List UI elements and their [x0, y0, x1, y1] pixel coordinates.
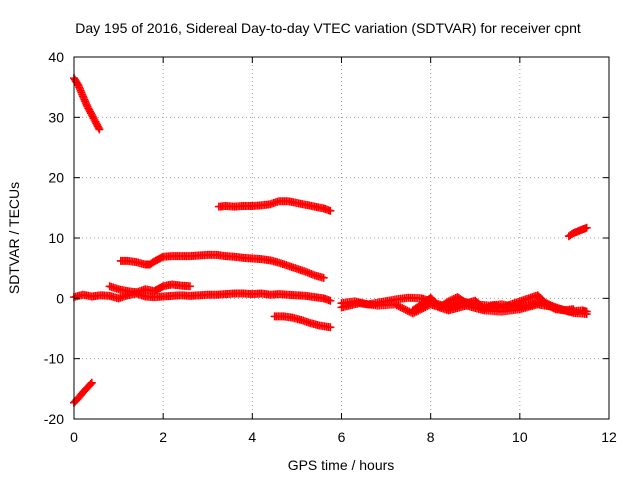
y-tick-label: 20: [48, 170, 64, 186]
data-point: [582, 223, 591, 232]
y-tick-label: -20: [44, 411, 64, 427]
data-point: [326, 206, 335, 215]
data-point: [87, 378, 96, 387]
data-point: [396, 303, 405, 312]
grid: [74, 57, 609, 419]
data-point: [401, 305, 410, 314]
series-arc-g: [270, 312, 335, 332]
data-point: [394, 302, 403, 311]
x-tick-label: 12: [601, 429, 617, 445]
x-tick-label: 2: [159, 429, 167, 445]
y-tick-label: 40: [48, 49, 64, 65]
data-point: [86, 380, 95, 389]
y-tick-label: 30: [48, 109, 64, 125]
x-tick-label: 4: [248, 429, 256, 445]
data-point: [185, 282, 194, 291]
series-arc-d: [105, 280, 194, 297]
series-arc-c: [70, 289, 335, 305]
data-point: [405, 307, 414, 316]
data-point: [569, 305, 578, 314]
series-arc-f: [214, 197, 335, 215]
y-tick-label: 0: [56, 290, 64, 306]
series-arc-b: [70, 378, 96, 407]
ticks: 0 2 4 6 8 10 12 -20 -10 0 10 20 30 40: [44, 49, 617, 445]
x-tick-label: 0: [70, 429, 78, 445]
data-point: [399, 304, 408, 313]
data-point: [319, 273, 328, 282]
series-arc-e: [116, 250, 328, 282]
x-tick-label: 8: [427, 429, 435, 445]
data-point: [391, 300, 399, 309]
x-tick-label: 10: [512, 429, 528, 445]
x-axis-label: GPS time / hours: [288, 457, 395, 473]
data-point: [392, 301, 401, 310]
data-point: [95, 125, 104, 134]
series-arc-k: [564, 223, 591, 241]
data-point: [326, 296, 335, 305]
data-point: [446, 296, 455, 305]
x-tick-label: 6: [338, 429, 346, 445]
series-arc-j: [408, 291, 578, 315]
data-point: [448, 295, 457, 304]
data-point: [398, 303, 407, 312]
data-point: [582, 310, 591, 319]
data-point: [326, 323, 335, 332]
y-tick-label: -10: [44, 351, 64, 367]
y-tick-label: 10: [48, 230, 64, 246]
data-points: [70, 74, 591, 407]
y-axis-label: SDTVAR / TECUs: [6, 182, 22, 294]
data-point: [444, 297, 453, 306]
chart-title: Day 195 of 2016, Sidereal Day-to-day VTE…: [75, 20, 581, 36]
